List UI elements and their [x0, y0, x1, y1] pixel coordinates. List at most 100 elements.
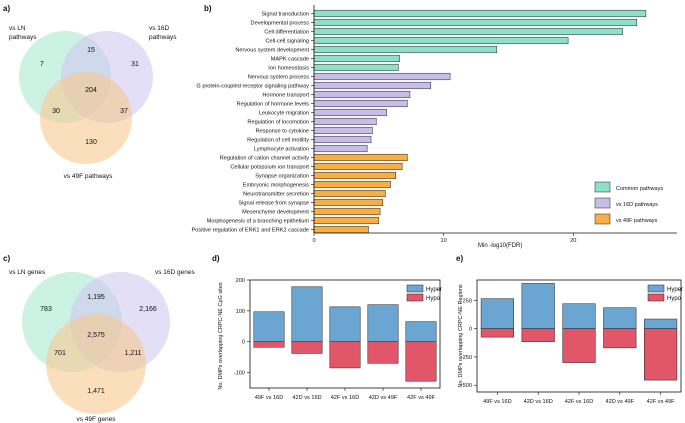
xtick-label-b-20: 20	[570, 238, 576, 244]
bar-b-20	[313, 189, 386, 198]
d-xtick-label-1: 42D vs 16D	[292, 395, 321, 401]
bar-b-22	[313, 207, 381, 216]
xtick-label-b-10: 10	[441, 238, 447, 244]
venn-a-set-ln-line1: vs LN	[9, 25, 26, 32]
e-ytick-label--500: -500	[461, 383, 472, 389]
d-bar-hypo-0	[253, 341, 285, 348]
category-label-b-14: Regulation of cell motility	[247, 138, 309, 144]
legend-d-hyper-label: Hyper	[426, 287, 442, 293]
e-bar-hyper-3	[603, 307, 637, 329]
d-ytick-label-100: 100	[236, 309, 245, 315]
venn-a-all: 204	[85, 87, 97, 94]
bar-b-10	[313, 99, 408, 108]
panel-b-category-labels: Signal transduction Developmental process…	[191, 12, 314, 234]
e-bar-hyper-4	[644, 318, 678, 329]
e-bar-hyper-2	[562, 303, 596, 329]
panel-c-label: c)	[3, 254, 10, 263]
legend-e-hyper-label: Hyper	[667, 287, 683, 293]
e-bar-hypo-1	[521, 328, 555, 342]
panel-b-bars	[313, 9, 647, 234]
venn-c-16d-49f: 1,211	[125, 350, 142, 357]
category-label-b-11: Leukocyte migration	[259, 111, 309, 117]
venn-a-set-49f-label: vs 49F pathways	[64, 173, 114, 180]
panel-c-venn: c) vs LN genes vs 16D genes vs 49F genes…	[3, 254, 195, 423]
legend-d-hypo-label: Hypo	[426, 296, 441, 302]
category-label-b-24: Positive regulation of ERK1 and ERK2 cas…	[191, 228, 309, 234]
venn-a-set-16d-line2: pathways	[149, 34, 177, 41]
legend-e-hyper-swatch	[647, 284, 665, 293]
category-label-b-5: MAPK cascade	[271, 57, 309, 63]
legend-b-49f-swatch	[594, 213, 611, 225]
category-label-b-23: Morphogenesis of a branching epithelium	[207, 219, 310, 225]
bar-b-15	[313, 144, 368, 153]
panel-a-label: a)	[3, 4, 10, 13]
bar-b-21	[313, 198, 383, 207]
category-label-b-12: Regulation of locomotion	[247, 120, 309, 126]
venn-a-ln-49f: 30	[52, 108, 60, 115]
d-xtick-label-2: 42F vs 16D	[331, 395, 360, 401]
venn-c-ln-49f: 701	[54, 350, 66, 357]
panel-b-bar-chart: b) Signal transduction Developmental proc…	[191, 4, 677, 249]
legend-e-hypo-label: Hypo	[667, 296, 682, 302]
d-bar-hyper-3	[367, 304, 399, 342]
bar-b-2	[313, 27, 623, 36]
bar-b-12	[313, 117, 377, 126]
venn-c-ln-only: 783	[40, 306, 52, 313]
d-xtick-label-4: 42F vs 49F	[407, 395, 436, 401]
venn-c-set-16d-label: vs 16D genes	[155, 269, 195, 276]
category-label-b-6: Ion homeostasis	[268, 66, 309, 72]
d-ytick-label--100: -100	[234, 371, 245, 377]
panel-a-venn: a) vs LN pathways vs 16D pathways vs 49F…	[3, 4, 177, 180]
panel-b-label: b)	[204, 4, 212, 13]
d-bar-hyper-4	[405, 321, 437, 342]
bar-b-11	[313, 108, 387, 117]
venn-c-circle-49f	[46, 314, 146, 414]
venn-c-49f-only: 1,471	[87, 388, 105, 395]
e-xtick-label-2: 42F vs 16D	[565, 399, 594, 405]
venn-a-16d-only: 31	[131, 61, 139, 68]
venn-c-ln-16d: 1,195	[87, 294, 105, 301]
category-label-b-1: Developmental process	[251, 21, 310, 27]
category-label-b-13: Response to cytokine	[256, 129, 309, 135]
d-bar-hypo-4	[405, 341, 437, 382]
category-label-b-18: Synapse organization	[255, 174, 309, 180]
bar-b-16	[313, 153, 408, 162]
bar-b-1	[313, 18, 638, 27]
e-bar-hypo-4	[644, 328, 678, 381]
bar-b-8	[313, 81, 431, 90]
panel-b-x-label: Min -log10(FDR)	[478, 243, 522, 249]
xtick-label-b-0: 0	[312, 238, 315, 244]
legend-b-16d-label: vs 16D pathways	[616, 202, 658, 208]
venn-a-49f-only: 130	[85, 139, 97, 146]
e-xtick-label-1: 42D vs 16D	[524, 399, 553, 405]
panel-d-plot: -100 0 100 200 49F vs 16D 42D vs 16D 42F vs 16…	[234, 278, 441, 401]
bar-b-23	[313, 216, 380, 225]
d-bar-hypo-1	[291, 341, 323, 354]
venn-a-ln-16d: 15	[87, 47, 95, 54]
legend-b-49f-label: vs 49F pathways	[616, 218, 658, 224]
d-ytick-label-0: 0	[242, 340, 245, 346]
bar-b-18	[313, 171, 396, 180]
venn-c-set-49f-label: vs 49F genes	[76, 416, 116, 423]
e-bar-hypo-3	[603, 328, 637, 349]
category-label-b-0: Signal transduction	[261, 12, 309, 18]
d-bar-hypo-2	[329, 341, 361, 369]
bar-b-6	[313, 63, 399, 72]
panel-e-bar-chart: e) No. DMPs overlapping CRPC-NE Regions …	[456, 254, 683, 405]
bar-b-0	[313, 9, 647, 18]
bar-b-9	[313, 90, 411, 99]
bar-b-24	[313, 225, 369, 234]
e-ytick-label--250: -250	[461, 355, 472, 361]
legend-b-16d-swatch	[594, 197, 611, 209]
e-ytick-label-0: 0	[469, 327, 472, 333]
bar-b-14	[313, 135, 372, 144]
panel-d-y-label: No. DMPs overlapping CRPC-NE CpG sites	[218, 282, 224, 390]
panel-b-legend: Common pathways vs 16D pathways vs 49F p…	[594, 181, 663, 225]
e-bar-hyper-0	[480, 298, 514, 329]
category-label-b-9: Hormone transport	[262, 93, 309, 99]
bar-b-4	[313, 45, 498, 54]
d-bar-hyper-2	[329, 306, 361, 342]
panel-e-plot: -500 -250 0 250 49F vs 16D 42D vs 16D 42F vs 1…	[461, 279, 682, 405]
venn-a-16d-49f: 37	[120, 108, 128, 115]
